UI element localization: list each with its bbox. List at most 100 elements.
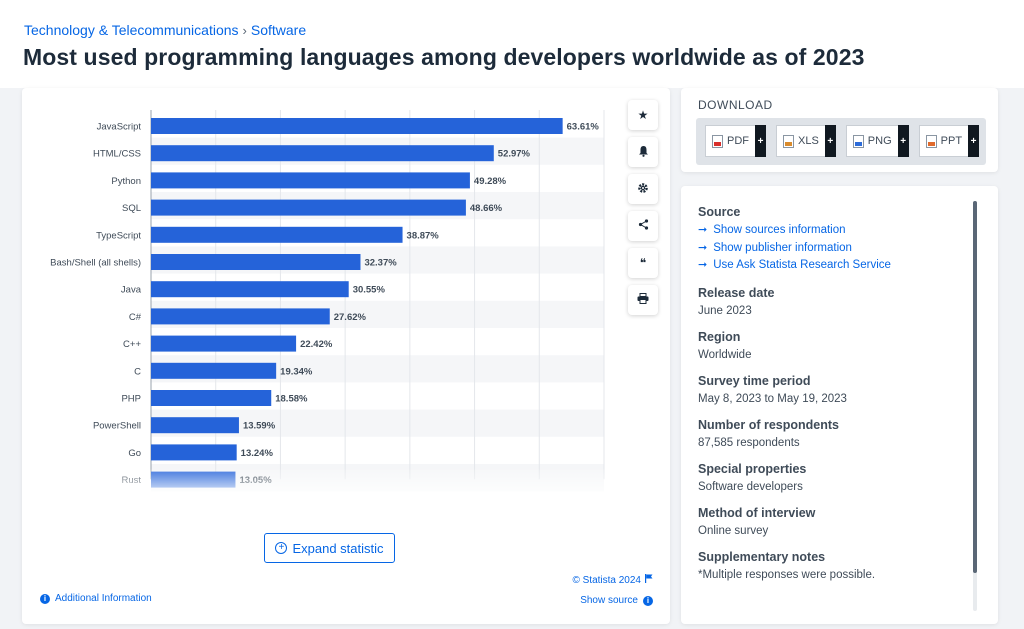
category-label: Python — [111, 176, 141, 187]
value-label: 52.97% — [498, 149, 531, 160]
breadcrumb-category-link[interactable]: Technology & Telecommunications — [24, 22, 239, 38]
bar — [151, 145, 494, 162]
download-ppt-button[interactable]: PPT + — [918, 125, 980, 157]
value-label: 32.37% — [364, 258, 397, 269]
settings-button[interactable] — [628, 174, 658, 204]
respondents-section: Number of respondents 87,585 respondents — [698, 418, 998, 451]
value-label: 13.59% — [243, 421, 276, 432]
expand-statistic-label: Expand statistic — [292, 540, 384, 556]
page-title: Most used programming languages among de… — [23, 44, 865, 70]
show-publisher-link[interactable]: ➞ Show publisher information — [698, 240, 998, 258]
plus-icon: + — [755, 125, 766, 157]
release-date-value: June 2023 — [698, 304, 752, 317]
additional-information-label: Additional Information — [55, 593, 152, 604]
png-file-icon — [852, 134, 864, 148]
cite-button[interactable]: ❝ — [628, 248, 658, 278]
survey-period-section: Survey time period May 8, 2023 to May 19… — [698, 374, 998, 407]
respondents-value: 87,585 respondents — [698, 436, 800, 449]
expand-statistic-button[interactable]: + Expand statistic — [264, 533, 395, 563]
statistic-info-panel: Source ➞ Show sources information ➞ Show p… — [681, 186, 998, 624]
value-label: 27.62% — [334, 312, 367, 323]
release-date-section: Release date June 2023 — [698, 286, 998, 319]
supplementary-notes-label: Supplementary notes — [698, 549, 826, 564]
arrow-right-icon: ➞ — [698, 259, 708, 271]
fade-overlay — [22, 469, 622, 498]
value-label: 30.55% — [353, 285, 386, 296]
region-section: Region Worldwide — [698, 330, 998, 363]
download-png-main: PNG — [845, 125, 898, 157]
bar — [151, 335, 297, 352]
info-icon: i — [643, 595, 653, 606]
category-label: PowerShell — [93, 421, 141, 432]
page-header: Technology & Telecommunications › Softwa… — [0, 0, 1024, 88]
print-icon — [637, 293, 649, 307]
bar — [151, 172, 470, 189]
scrollbar-thumb[interactable] — [973, 201, 977, 573]
category-label: SQL — [122, 203, 141, 214]
notification-button[interactable] — [628, 137, 658, 167]
value-label: 13.24% — [241, 448, 274, 459]
special-properties-label: Special properties — [698, 461, 807, 476]
value-label: 19.34% — [280, 366, 313, 377]
download-pdf-button[interactable]: PDF + — [705, 125, 766, 157]
settings-gear-icon — [637, 182, 649, 197]
info-icon: i — [40, 593, 50, 604]
download-png-button[interactable]: PNG + — [845, 125, 909, 157]
chart-card: JavaScript 63.61% HTML/CSS 52.97% Python 49.2… — [22, 88, 670, 624]
breadcrumb-subcategory-link[interactable]: Software — [250, 22, 307, 38]
value-label: 63.61% — [567, 122, 600, 133]
bar-chart: JavaScript 63.61% HTML/CSS 52.97% Python 49.2… — [22, 110, 622, 498]
bar — [151, 308, 330, 325]
share-icon — [638, 219, 649, 233]
source-section: Source ➞ Show sources information ➞ Show p… — [698, 205, 998, 275]
plus-icon: + — [897, 125, 909, 157]
value-label: 49.28% — [474, 176, 507, 187]
download-ppt-main: PPT — [918, 125, 969, 157]
additional-information-link[interactable]: i Additional Information — [40, 593, 152, 604]
print-button[interactable] — [628, 285, 658, 315]
interview-method-label: Method of interview — [698, 505, 816, 520]
value-label: 22.42% — [300, 339, 333, 350]
category-label: Bash/Shell (all shells) — [50, 258, 141, 269]
download-buttons: PDF + XLS + PNG + PPT + — [696, 118, 986, 165]
download-pdf-label: PDF — [727, 135, 749, 147]
info-scroll-area[interactable]: Source ➞ Show sources information ➞ Show p… — [681, 186, 998, 624]
download-png-label: PNG — [867, 135, 892, 147]
favorite-star-icon: ★ — [637, 108, 649, 122]
interview-method-section: Method of interview Online survey — [698, 506, 998, 539]
category-label: JavaScript — [97, 122, 142, 133]
category-label: Java — [121, 285, 142, 296]
copyright-text: © Statista 2024 — [572, 574, 641, 586]
xls-file-icon — [783, 134, 794, 148]
download-panel: DOWNLOAD PDF + XLS + PNG + PPT + — [681, 88, 998, 172]
file-icon-tag — [785, 141, 792, 146]
bar — [151, 362, 277, 379]
notification-bell-icon — [638, 145, 649, 160]
category-label: C — [134, 366, 141, 377]
pdf-file-icon — [712, 134, 723, 148]
show-source-label: Show source — [580, 595, 638, 606]
region-label: Region — [698, 329, 741, 344]
show-source-link[interactable]: Show source i — [580, 595, 653, 606]
value-label: 18.58% — [275, 394, 308, 405]
bar — [151, 444, 237, 461]
download-xls-main: XLS — [776, 125, 825, 157]
survey-period-value: May 8, 2023 to May 19, 2023 — [698, 392, 847, 405]
share-button[interactable] — [628, 211, 658, 241]
category-label: Go — [128, 448, 141, 459]
show-sources-link[interactable]: ➞ Show sources information — [698, 222, 998, 240]
release-date-label: Release date — [698, 285, 775, 300]
supplementary-notes-value: *Multiple responses were possible. — [698, 568, 876, 581]
special-properties-section: Special properties Software developers — [698, 462, 998, 495]
ask-statista-link[interactable]: ➞ Use Ask Statista Research Service — [698, 257, 998, 275]
bar — [151, 390, 272, 406]
plus-circle-icon: + — [275, 542, 288, 554]
download-title: DOWNLOAD — [698, 98, 773, 112]
category-label: PHP — [121, 394, 141, 405]
favorite-button[interactable]: ★ — [628, 100, 658, 130]
download-xls-button[interactable]: XLS + — [776, 125, 836, 157]
copyright-link[interactable]: © Statista 2024 — [572, 574, 653, 586]
file-icon-tag — [714, 141, 721, 146]
category-label: TypeScript — [96, 230, 141, 241]
cite-quote-icon: ❝ — [639, 256, 647, 270]
